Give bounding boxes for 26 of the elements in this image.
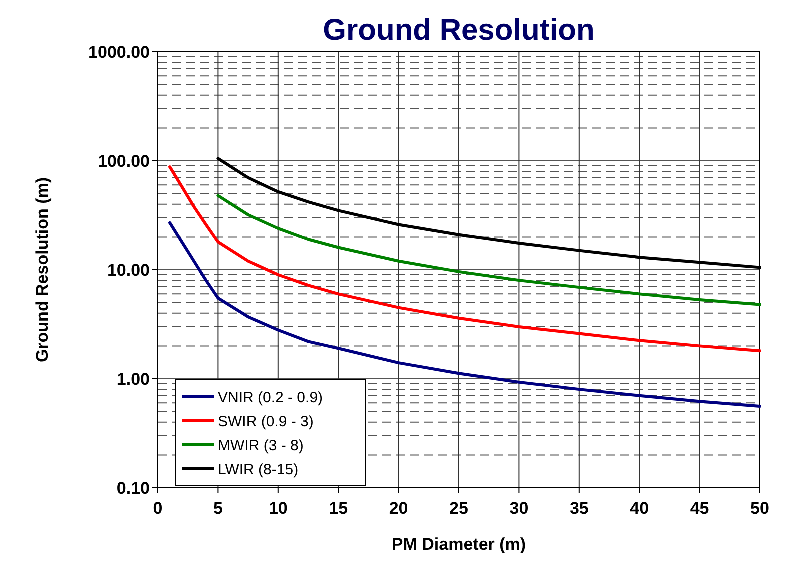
y-tick-label: 1.00	[116, 370, 150, 389]
legend-label: LWIR (8-15)	[218, 461, 299, 478]
x-tick-label: 35	[570, 499, 589, 518]
legend-label: SWIR (0.9 - 3)	[218, 413, 314, 430]
x-tick-label: 50	[750, 499, 770, 518]
y-axis-title: Ground Resolution (m)	[33, 177, 52, 363]
chart-title: Ground Resolution	[323, 14, 595, 47]
line-series	[216, 194, 762, 306]
line-series	[168, 166, 762, 353]
line-series	[168, 221, 762, 408]
x-tick-label: 5	[213, 499, 223, 518]
y-tick-label: 100.00	[98, 152, 150, 171]
legend-label: MWIR (3 - 8)	[218, 437, 304, 454]
x-tick-label: 30	[510, 499, 529, 518]
y-tick-label: 10.00	[107, 260, 150, 280]
y-tick-label: 0.10	[116, 478, 150, 498]
x-axis-title: PM Diameter (m)	[392, 535, 526, 554]
x-tick-label: 45	[690, 499, 710, 518]
x-tick-label: 25	[450, 499, 468, 518]
y-tick-label: 1000.00	[88, 42, 150, 62]
x-tick-label: 40	[630, 499, 650, 518]
x-tick-label: 20	[389, 499, 408, 518]
x-tick-label: 0	[153, 499, 163, 518]
legend-label: VNIR (0.2 - 0.9)	[218, 389, 324, 406]
x-tick-label: 15	[329, 499, 348, 518]
x-tick-label: 10	[268, 499, 288, 518]
